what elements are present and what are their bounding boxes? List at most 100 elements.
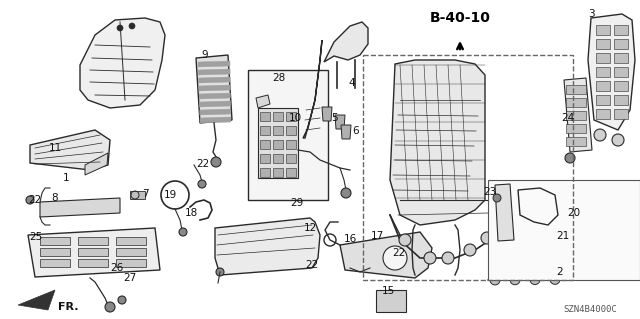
Circle shape bbox=[118, 296, 126, 304]
Circle shape bbox=[565, 153, 575, 163]
Text: 18: 18 bbox=[184, 208, 198, 218]
Text: 22: 22 bbox=[196, 159, 210, 169]
Circle shape bbox=[493, 194, 501, 202]
Text: 27: 27 bbox=[124, 273, 136, 283]
Polygon shape bbox=[256, 95, 270, 108]
Circle shape bbox=[530, 275, 540, 285]
Bar bbox=[614, 53, 628, 63]
Bar bbox=[596, 39, 610, 49]
Bar bbox=[566, 111, 586, 120]
Text: 2: 2 bbox=[557, 267, 563, 277]
Polygon shape bbox=[198, 69, 230, 75]
Polygon shape bbox=[341, 125, 351, 139]
Text: 15: 15 bbox=[381, 286, 395, 296]
Text: 11: 11 bbox=[49, 143, 61, 153]
Bar bbox=[273, 140, 283, 149]
Bar bbox=[614, 39, 628, 49]
Polygon shape bbox=[198, 61, 230, 67]
Bar bbox=[116, 259, 146, 267]
Text: 17: 17 bbox=[371, 231, 383, 241]
Polygon shape bbox=[199, 93, 230, 99]
Bar bbox=[286, 112, 296, 121]
Polygon shape bbox=[28, 228, 160, 277]
Bar bbox=[596, 109, 610, 119]
Text: 1: 1 bbox=[63, 173, 69, 183]
Circle shape bbox=[341, 188, 351, 198]
Text: 10: 10 bbox=[289, 113, 301, 123]
Bar bbox=[40, 237, 70, 245]
Text: 19: 19 bbox=[163, 190, 177, 200]
Bar bbox=[596, 25, 610, 35]
Bar bbox=[286, 168, 296, 177]
Circle shape bbox=[129, 23, 135, 29]
Circle shape bbox=[464, 244, 476, 256]
Bar bbox=[116, 248, 146, 256]
Polygon shape bbox=[390, 60, 485, 225]
Polygon shape bbox=[198, 77, 230, 83]
Circle shape bbox=[510, 275, 520, 285]
Polygon shape bbox=[199, 85, 230, 91]
Polygon shape bbox=[303, 40, 322, 138]
Polygon shape bbox=[196, 55, 232, 123]
Polygon shape bbox=[85, 153, 108, 175]
Bar bbox=[566, 98, 586, 107]
Bar bbox=[260, 168, 270, 177]
Polygon shape bbox=[200, 101, 230, 107]
Polygon shape bbox=[495, 184, 514, 241]
Polygon shape bbox=[40, 198, 120, 217]
Bar bbox=[78, 237, 108, 245]
Bar bbox=[566, 137, 586, 146]
Circle shape bbox=[490, 275, 500, 285]
Bar bbox=[596, 81, 610, 91]
Text: FR.: FR. bbox=[58, 302, 79, 312]
Polygon shape bbox=[340, 232, 432, 278]
Bar bbox=[260, 112, 270, 121]
Text: 8: 8 bbox=[52, 193, 58, 203]
Circle shape bbox=[105, 302, 115, 312]
Bar bbox=[566, 124, 586, 133]
Polygon shape bbox=[588, 14, 635, 130]
Circle shape bbox=[216, 268, 224, 276]
Circle shape bbox=[481, 232, 493, 244]
Text: 22: 22 bbox=[392, 248, 406, 258]
Bar bbox=[248, 70, 328, 200]
Bar bbox=[376, 290, 406, 312]
Bar bbox=[614, 67, 628, 77]
Polygon shape bbox=[30, 130, 110, 170]
Text: 23: 23 bbox=[483, 187, 497, 197]
Circle shape bbox=[117, 25, 123, 31]
Text: 25: 25 bbox=[29, 232, 43, 242]
Text: 22: 22 bbox=[28, 195, 42, 205]
Bar bbox=[488, 180, 640, 280]
Text: 4: 4 bbox=[349, 78, 355, 88]
Circle shape bbox=[424, 252, 436, 264]
Polygon shape bbox=[18, 290, 55, 310]
Text: B-40-10: B-40-10 bbox=[429, 11, 490, 25]
Bar bbox=[130, 191, 145, 199]
Circle shape bbox=[211, 157, 221, 167]
Polygon shape bbox=[215, 218, 320, 275]
Text: 21: 21 bbox=[556, 231, 570, 241]
Text: 24: 24 bbox=[561, 113, 575, 123]
Polygon shape bbox=[324, 22, 368, 62]
Text: 16: 16 bbox=[344, 234, 356, 244]
Circle shape bbox=[612, 134, 624, 146]
Bar bbox=[78, 248, 108, 256]
Text: 9: 9 bbox=[202, 50, 208, 60]
Circle shape bbox=[198, 180, 206, 188]
Bar bbox=[614, 109, 628, 119]
Text: 12: 12 bbox=[303, 223, 317, 233]
Polygon shape bbox=[258, 108, 298, 178]
Bar bbox=[260, 126, 270, 135]
Bar bbox=[260, 140, 270, 149]
Text: 29: 29 bbox=[291, 198, 303, 208]
Bar bbox=[40, 248, 70, 256]
Bar bbox=[596, 53, 610, 63]
Bar bbox=[78, 259, 108, 267]
Text: 22: 22 bbox=[305, 260, 319, 270]
Text: 5: 5 bbox=[331, 113, 337, 123]
Bar bbox=[614, 95, 628, 105]
Polygon shape bbox=[200, 109, 230, 115]
Circle shape bbox=[26, 196, 34, 204]
Text: SZN4B4000C: SZN4B4000C bbox=[563, 305, 617, 314]
